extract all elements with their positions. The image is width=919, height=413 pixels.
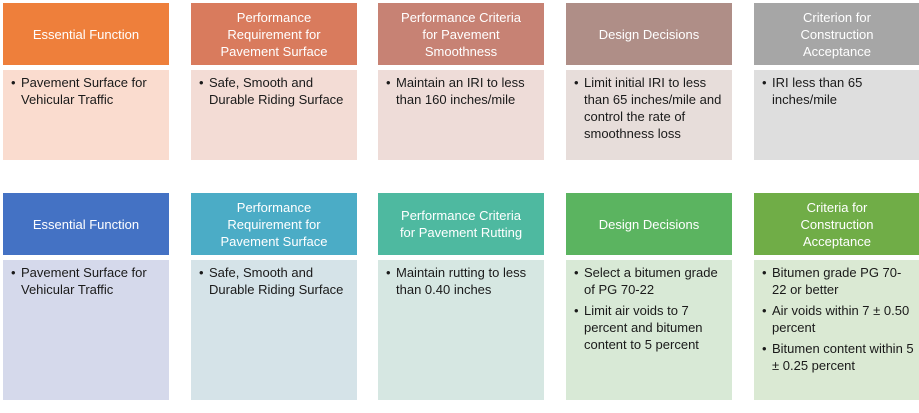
smoothness-essential-function-card: Essential Function • Pavement Surface for … [3,3,169,160]
bullet-dot-icon: • [199,75,204,90]
rutting-construction-acceptance-card: Criteria for Construction Acceptance • Bit… [754,193,919,400]
rutting-performance-criteria-card: Performance Criteria for Pavement Ruttin… [378,193,544,400]
bullet-dot-icon: • [762,303,767,318]
bullet-text: Select a bitumen grade of PG 70-22 [584,265,718,297]
card-body: • IRI less than 65 inches/mile [754,70,919,160]
bullet-item: • Safe, Smooth and Durable Riding Surface [199,74,351,108]
bullet-item: • Limit air voids to 7 percent and bitume… [574,302,726,353]
bullet-dot-icon: • [386,265,391,280]
bullet-text: Maintain an IRI to less than 160 inches/… [396,75,525,107]
bullet-item: • Safe, Smooth and Durable Riding Surface [199,264,351,298]
bullet-item: • Maintain rutting to less than 0.40 inch… [386,264,538,298]
card-body: • Pavement Surface for Vehicular Traffic [3,260,169,400]
bullet-dot-icon: • [11,75,16,90]
bullet-text: Bitumen grade PG 70-22 or better [772,265,902,297]
bullet-dot-icon: • [574,75,579,90]
smoothness-construction-acceptance-card: Criterion for Construction Acceptance • IR… [754,3,919,160]
card-header: Criteria for Construction Acceptance [754,193,919,255]
card-header: Design Decisions [566,193,732,255]
rutting-performance-requirement-card: Performance Requirement for Pavement Sur… [191,193,357,400]
bullet-text: IRI less than 65 inches/mile [772,75,863,107]
bullet-dot-icon: • [762,341,767,356]
bullet-text: Maintain rutting to less than 0.40 inche… [396,265,527,297]
rutting-design-decisions-card: Design Decisions • Select a bitumen grade … [566,193,732,400]
card-body: • Bitumen grade PG 70-22 or better • Air vo… [754,260,919,400]
bullet-dot-icon: • [762,265,767,280]
bullet-dot-icon: • [386,75,391,90]
bullet-dot-icon: • [199,265,204,280]
bullet-item: • Air voids within 7 ± 0.50 percent [762,302,914,336]
bullet-dot-icon: • [574,303,579,318]
card-body: • Maintain rutting to less than 0.40 inch… [378,260,544,400]
card-header: Criterion for Construction Acceptance [754,3,919,65]
card-header: Performance Criteria for Pavement Ruttin… [378,193,544,255]
bullet-text: Limit initial IRI to less than 65 inches… [584,75,722,141]
smoothness-design-decisions-card: Design Decisions • Limit initial IRI to le… [566,3,732,160]
card-header: Performance Requirement for Pavement Sur… [191,3,357,65]
bullet-dot-icon: • [574,265,579,280]
bullet-item: • Pavement Surface for Vehicular Traffic [11,74,163,108]
card-body: • Pavement Surface for Vehicular Traffic [3,70,169,160]
card-header: Essential Function [3,3,169,65]
bullet-text: Limit air voids to 7 percent and bitumen… [584,303,703,352]
bullet-dot-icon: • [11,265,16,280]
bullet-item: • Pavement Surface for Vehicular Traffic [11,264,163,298]
card-body: • Maintain an IRI to less than 160 inches… [378,70,544,160]
card-body: • Safe, Smooth and Durable Riding Surface [191,70,357,160]
smoothness-performance-criteria-card: Performance Criteria for Pavement Smooth… [378,3,544,160]
card-body: • Safe, Smooth and Durable Riding Surface [191,260,357,400]
smoothness-performance-requirement-card: Performance Requirement for Pavement Sur… [191,3,357,160]
bullet-item: • IRI less than 65 inches/mile [762,74,914,108]
card-body: • Select a bitumen grade of PG 70-22 • Limi… [566,260,732,400]
bullet-text: Pavement Surface for Vehicular Traffic [21,75,147,107]
card-header: Essential Function [3,193,169,255]
bullet-text: Bitumen content within 5 ± 0.25 percent [772,341,914,373]
bullet-item: • Maintain an IRI to less than 160 inches… [386,74,538,108]
card-header: Performance Criteria for Pavement Smooth… [378,3,544,65]
bullet-item: • Bitumen content within 5 ± 0.25 percent [762,340,914,374]
bullet-item: • Select a bitumen grade of PG 70-22 [574,264,726,298]
bullet-text: Pavement Surface for Vehicular Traffic [21,265,147,297]
card-header: Design Decisions [566,3,732,65]
card-header: Performance Requirement for Pavement Sur… [191,193,357,255]
bullet-item: • Bitumen grade PG 70-22 or better [762,264,914,298]
card-body: • Limit initial IRI to less than 65 inche… [566,70,732,160]
rutting-essential-function-card: Essential Function • Pavement Surface for … [3,193,169,400]
bullet-text: Air voids within 7 ± 0.50 percent [772,303,910,335]
bullet-text: Safe, Smooth and Durable Riding Surface [209,265,344,297]
bullet-item: • Limit initial IRI to less than 65 inche… [574,74,726,142]
bullet-text: Safe, Smooth and Durable Riding Surface [209,75,344,107]
bullet-dot-icon: • [762,75,767,90]
